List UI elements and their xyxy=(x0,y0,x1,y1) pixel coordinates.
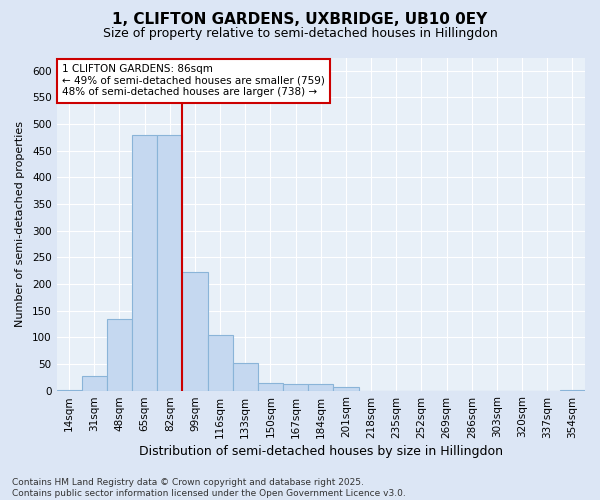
X-axis label: Distribution of semi-detached houses by size in Hillingdon: Distribution of semi-detached houses by … xyxy=(139,444,503,458)
Bar xyxy=(182,272,208,390)
Bar xyxy=(334,387,359,390)
Bar xyxy=(208,334,233,390)
Text: Contains HM Land Registry data © Crown copyright and database right 2025.
Contai: Contains HM Land Registry data © Crown c… xyxy=(12,478,406,498)
Bar xyxy=(107,318,132,390)
Text: Size of property relative to semi-detached houses in Hillingdon: Size of property relative to semi-detach… xyxy=(103,28,497,40)
Bar xyxy=(157,135,182,390)
Bar xyxy=(258,382,283,390)
Bar xyxy=(308,384,334,390)
Bar xyxy=(132,135,157,390)
Bar xyxy=(82,376,107,390)
Bar xyxy=(283,384,308,390)
Y-axis label: Number of semi-detached properties: Number of semi-detached properties xyxy=(15,121,25,327)
Bar xyxy=(233,363,258,390)
Text: 1 CLIFTON GARDENS: 86sqm
← 49% of semi-detached houses are smaller (759)
48% of : 1 CLIFTON GARDENS: 86sqm ← 49% of semi-d… xyxy=(62,64,325,98)
Text: 1, CLIFTON GARDENS, UXBRIDGE, UB10 0EY: 1, CLIFTON GARDENS, UXBRIDGE, UB10 0EY xyxy=(112,12,488,28)
